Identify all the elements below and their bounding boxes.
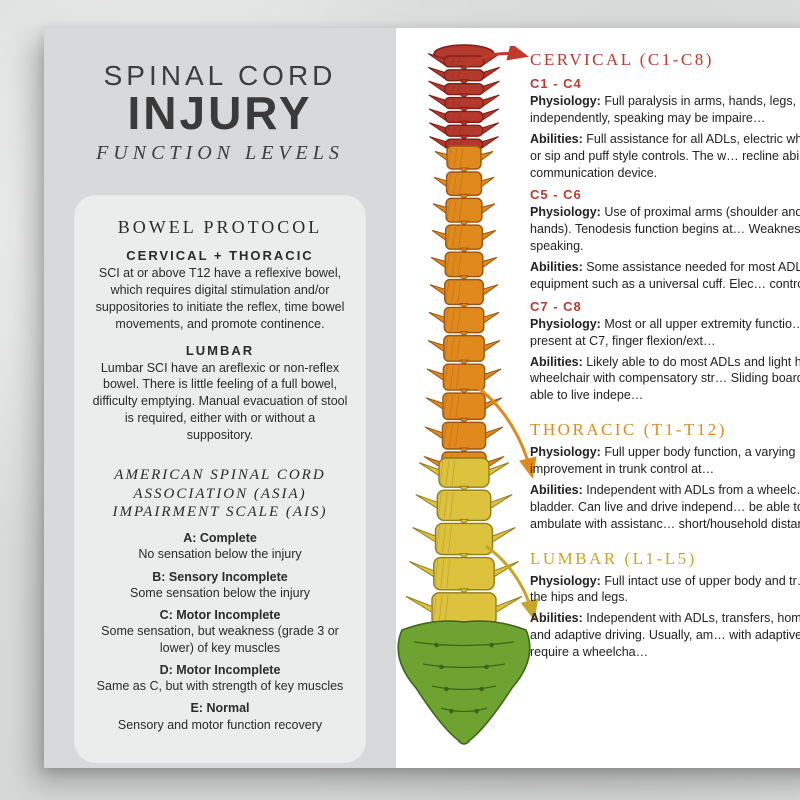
title-line2: INJURY xyxy=(74,90,366,136)
ais-desc: Some sensation, but weakness (grade 3 or… xyxy=(101,624,339,654)
c1c4-heading: C1 - C4 xyxy=(530,76,800,91)
c5c6-abilities: Abilities: Some assistance needed for mo… xyxy=(530,259,800,293)
bowel-ct-head: CERVICAL + THORACIC xyxy=(92,248,348,263)
page: SPINAL CORD INJURY FUNCTION LEVELS BOWEL… xyxy=(44,28,800,768)
c1c4-abilities: Abilities: Full assistance for all ADLs,… xyxy=(530,131,800,182)
label-abilities: Abilities: xyxy=(530,355,583,369)
right-column: CERVICAL (C1-C8) C1 - C4 Physiology: Ful… xyxy=(530,50,800,665)
bowel-title: BOWEL PROTOCOL xyxy=(92,217,348,238)
ais-item-a: A: Complete No sensation below the injur… xyxy=(92,530,348,563)
ais-desc: No sensation below the injury xyxy=(138,547,301,561)
panel: BOWEL PROTOCOL CERVICAL + THORACIC SCI a… xyxy=(74,195,366,763)
label-physiology: Physiology: xyxy=(530,317,601,331)
ais-item-b: B: Sensory Incomplete Some sensation bel… xyxy=(92,569,348,602)
c7c8-heading: C7 - C8 xyxy=(530,299,800,314)
c5c6-heading: C5 - C6 xyxy=(530,187,800,202)
c7c8-physiology: Physiology: Most or all upper extremity … xyxy=(530,316,800,350)
cervical-heading: CERVICAL (C1-C8) xyxy=(530,50,800,70)
ais-desc: Some sensation below the injury xyxy=(130,586,310,600)
label-physiology: Physiology: xyxy=(530,205,601,219)
label-abilities: Abilities: xyxy=(530,132,583,146)
thoracic-abilities: Abilities: Independent with ADLs from a … xyxy=(530,482,800,533)
label-abilities: Abilities: xyxy=(530,260,583,274)
ais-label: E: Normal xyxy=(190,701,249,715)
asia-title: AMERICAN SPINAL CORD ASSOCIATION (ASIA) … xyxy=(105,466,335,522)
c7c8-abilities: Abilities: Likely able to do most ADLs a… xyxy=(530,354,800,405)
c1c4-physiology: Physiology: Full paralysis in arms, hand… xyxy=(530,93,800,127)
ais-item-e: E: Normal Sensory and motor function rec… xyxy=(92,700,348,733)
thoracic-physiology: Physiology: Full upper body function, a … xyxy=(530,444,800,478)
label-abilities: Abilities: xyxy=(530,611,583,625)
bowel-lumbar-body: Lumbar SCI have an areflexic or non-refl… xyxy=(92,360,348,444)
lumbar-heading: LUMBAR (L1-L5) xyxy=(530,549,800,569)
label-abilities: Abilities: xyxy=(530,483,583,497)
arrow-cervical xyxy=(464,46,534,76)
title-line3: FUNCTION LEVELS xyxy=(74,142,366,165)
label-physiology: Physiology: xyxy=(530,94,601,108)
ais-label: A: Complete xyxy=(183,531,257,545)
label-physiology: Physiology: xyxy=(530,574,601,588)
ais-desc: Sensory and motor function recovery xyxy=(118,718,322,732)
c5c6-physiology: Physiology: Use of proximal arms (should… xyxy=(530,204,800,255)
left-column: SPINAL CORD INJURY FUNCTION LEVELS BOWEL… xyxy=(44,28,396,768)
thoracic-heading: THORACIC (T1-T12) xyxy=(530,420,800,440)
spine-diagram xyxy=(384,38,544,768)
ais-label: B: Sensory Incomplete xyxy=(152,570,287,584)
outer-background: SPINAL CORD INJURY FUNCTION LEVELS BOWEL… xyxy=(0,0,800,800)
ais-desc: Same as C, but with strength of key musc… xyxy=(97,679,344,693)
ais-label: D: Motor Incomplete xyxy=(160,663,281,677)
ais-item-d: D: Motor Incomplete Same as C, but with … xyxy=(92,662,348,695)
lumbar-physiology: Physiology: Full intact use of upper bod… xyxy=(530,573,800,607)
ais-item-c: C: Motor Incomplete Some sensation, but … xyxy=(92,607,348,656)
lumbar-abilities: Abilities: Independent with ADLs, transf… xyxy=(530,610,800,661)
ais-label: C: Motor Incomplete xyxy=(160,608,281,622)
bowel-ct-body: SCI at or above T12 have a reflexive bow… xyxy=(92,265,348,333)
label-physiology: Physiology: xyxy=(530,445,601,459)
bowel-lumbar-head: LUMBAR xyxy=(92,343,348,358)
